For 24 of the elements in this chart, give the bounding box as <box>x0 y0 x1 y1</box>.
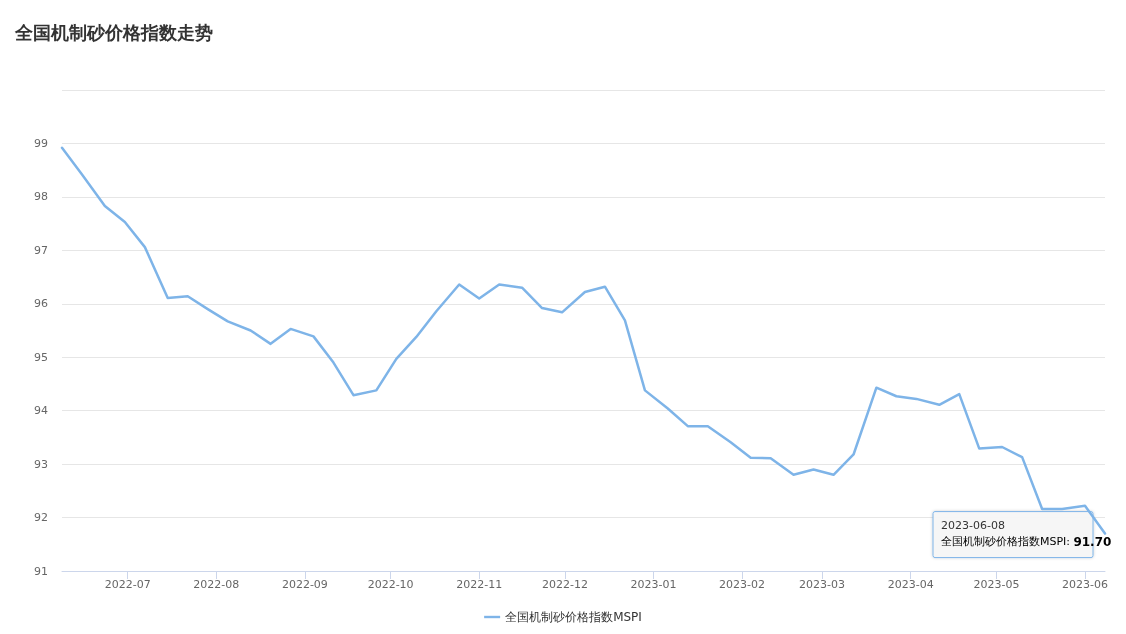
x-tick-label: 2023-01 <box>630 578 677 591</box>
y-tick-label: 94 <box>34 404 48 418</box>
y-tick-label: 97 <box>34 243 48 257</box>
x-tick-label: 2022-09 <box>281 578 328 591</box>
y-tick-label: 99 <box>34 136 48 150</box>
chart-title: 全国机制砂价格指数走势 <box>14 21 213 43</box>
x-tick-label: 2022-07 <box>104 578 151 591</box>
y-tick-label: 93 <box>34 457 48 471</box>
x-tick-label: 2023-02 <box>719 578 766 591</box>
x-tick-label: 2023-06 <box>1062 578 1108 591</box>
x-tick-label: 2023-05 <box>973 578 1020 591</box>
legend-label: 全国机制砂价格指数MSPI <box>505 610 642 624</box>
x-tick-label: 2022-08 <box>193 578 240 591</box>
y-tick-label: 98 <box>34 190 48 204</box>
y-tick-label: 92 <box>34 511 48 525</box>
annotation: 2023-06-08 全国机制砂价格指数MSPI: 91.70 <box>941 518 1112 549</box>
x-tick-label: 2023-03 <box>799 578 846 591</box>
y-tick-label: 91 <box>34 564 48 578</box>
y-tick-label: 96 <box>34 297 48 311</box>
x-tick-label: 2022-11 <box>456 578 503 591</box>
x-tick-label: 2023-04 <box>887 578 934 591</box>
x-tick-label: 2022-12 <box>541 578 588 591</box>
x-tick-label: 2022-10 <box>367 578 414 591</box>
y-tick-label: 95 <box>34 350 48 364</box>
